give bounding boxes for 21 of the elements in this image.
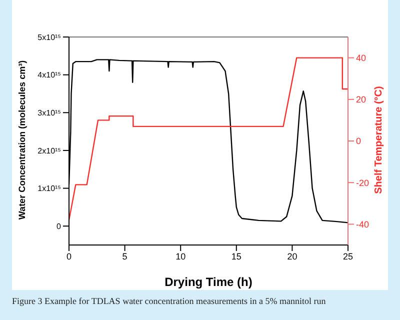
y2-tick-label: 40 bbox=[356, 52, 366, 63]
x-tick-label: 20 bbox=[287, 251, 298, 262]
y-tick-label: 0 bbox=[56, 222, 62, 231]
y-tick-label: 2x10¹⁵ bbox=[38, 146, 61, 156]
y-tick-label: 5x10¹⁵ bbox=[38, 32, 61, 42]
caption: Figure 3 Example for TDLAS water concentration measurements in a 5% mannitol run bbox=[12, 296, 326, 306]
x-tick-label: 0 bbox=[66, 251, 72, 262]
y-axis-title: Water Concentration (molecules cm³) bbox=[17, 60, 27, 220]
y-tick-label: 3x10¹⁵ bbox=[38, 108, 61, 118]
y2-tick-label: 20 bbox=[356, 94, 366, 105]
x-axis-title: Drying Time (h) bbox=[164, 275, 252, 289]
y2-tick-label: 0 bbox=[356, 136, 362, 146]
y-tick-label: 1x10¹⁵ bbox=[38, 184, 61, 194]
y2-tick-label: -20 bbox=[356, 178, 370, 188]
y2-axis-title: Shelf Temperature (°C) bbox=[374, 86, 384, 194]
x-tick-label: 5 bbox=[122, 251, 128, 262]
y-tick-label: 4x10¹⁵ bbox=[38, 70, 61, 80]
x-tick-label: 25 bbox=[342, 251, 354, 262]
x-tick-label: 10 bbox=[176, 251, 186, 262]
y2-tick-label: -40 bbox=[356, 219, 370, 230]
x-tick-label: 15 bbox=[231, 251, 242, 262]
